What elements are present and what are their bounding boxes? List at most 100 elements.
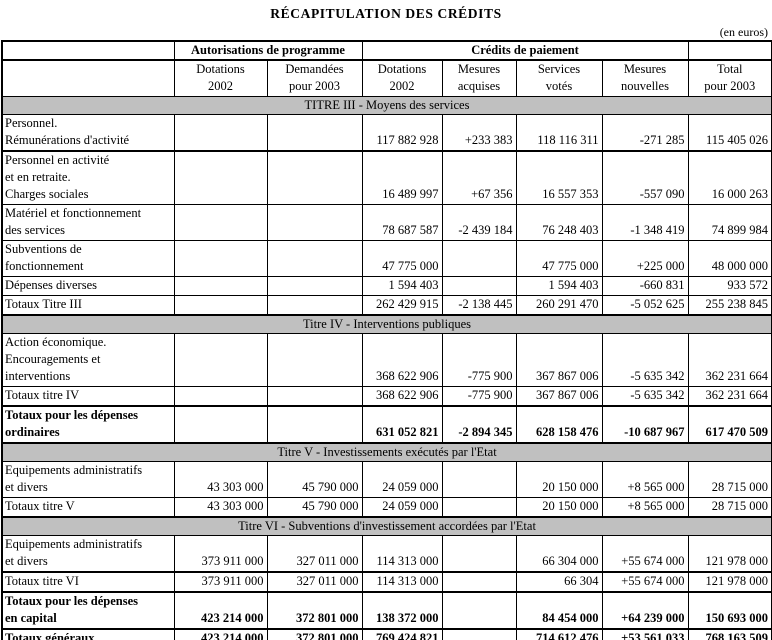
value-cell	[441, 496, 517, 518]
value-cell	[441, 628, 517, 640]
row-label: Totaux titre IV	[1, 385, 175, 407]
value-cell	[173, 405, 268, 444]
value-cell: 255 238 845	[687, 294, 772, 316]
value-cell: 16 000 263	[687, 150, 772, 205]
value-cell	[173, 150, 268, 205]
table-row: Totaux titre IV 368 622 906 -775 900 367 86…	[1, 385, 772, 407]
value-cell	[173, 239, 268, 277]
header-group-autorisations-programme: Autorisations de programme	[173, 40, 363, 61]
header-columns-row: Dotations 2002 Demandées pour 2003 Dotat…	[1, 59, 772, 97]
header-group-row: Autorisations de programme Crédits de pa…	[1, 40, 772, 61]
credits-recap-table: Autorisations de programme Crédits de pa…	[1, 40, 772, 640]
table-row: Totaux titre V 43 303 000 45 790 000 24 059…	[1, 496, 772, 518]
row-label: Equipements administratifs et divers	[1, 534, 175, 573]
value-cell	[266, 294, 363, 316]
value-cell: -775 900	[441, 385, 517, 407]
value-cell: 1 594 403	[361, 275, 443, 296]
value-cell: +8 565 000	[601, 496, 689, 518]
value-cell: 24 059 000	[361, 496, 443, 518]
value-cell: -10 687 967	[601, 405, 689, 444]
table-row: Equipements administratifs et divers 373 …	[1, 534, 772, 573]
section-header-label: Titre IV - Interventions publiques	[1, 314, 772, 334]
column-header-services-votes: Services votés	[515, 59, 603, 97]
value-cell: 117 882 928	[361, 113, 443, 152]
value-cell: 43 303 000	[173, 496, 268, 518]
value-cell: 933 572	[687, 275, 772, 296]
header-empty-corner	[1, 40, 175, 61]
section-header-label: TITRE III - Moyens des services	[1, 95, 772, 115]
value-cell: +55 674 000	[601, 571, 689, 593]
row-label: Totaux titre V	[1, 496, 175, 518]
header-empty-total	[687, 40, 772, 61]
value-cell: +55 674 000	[601, 534, 689, 573]
value-cell: 769 424 821	[361, 628, 443, 640]
row-label: Totaux titre VI	[1, 571, 175, 593]
value-cell	[173, 113, 268, 152]
value-cell: -2 138 445	[441, 294, 517, 316]
value-cell: 423 214 000	[173, 591, 268, 630]
value-cell: 327 011 000	[266, 534, 363, 573]
value-cell: 16 557 353	[515, 150, 603, 205]
value-cell: 631 052 821	[361, 405, 443, 444]
value-cell: 66 304 000	[515, 534, 603, 573]
table-row: Subventions de fonctionnement 47 775 000 4…	[1, 239, 772, 277]
value-cell: -5 052 625	[601, 294, 689, 316]
row-label: Totaux Titre III	[1, 294, 175, 316]
value-cell	[266, 203, 363, 241]
value-cell	[266, 150, 363, 205]
value-cell	[266, 113, 363, 152]
row-label: Subventions de fonctionnement	[1, 239, 175, 277]
value-cell: 48 000 000	[687, 239, 772, 277]
column-header-mesures-nouvelles: Mesures nouvelles	[601, 59, 689, 97]
value-cell: 121 978 000	[687, 534, 772, 573]
value-cell: -557 090	[601, 150, 689, 205]
value-cell: 262 429 915	[361, 294, 443, 316]
value-cell: 260 291 470	[515, 294, 603, 316]
value-cell: +67 356	[441, 150, 517, 205]
table-row: Totaux pour les dépenses en capital 423 2…	[1, 591, 772, 630]
value-cell: 368 622 906	[361, 332, 443, 387]
value-cell: 368 622 906	[361, 385, 443, 407]
table-row: Totaux titre VI 373 911 000 327 011 000 114…	[1, 571, 772, 593]
section-header-label: Titre VI - Subventions d'investissement …	[1, 516, 772, 536]
value-cell: -5 635 342	[601, 332, 689, 387]
value-cell: -2 439 184	[441, 203, 517, 241]
value-cell	[266, 405, 363, 444]
value-cell: 84 454 000	[515, 591, 603, 630]
value-cell	[441, 275, 517, 296]
value-cell: 78 687 587	[361, 203, 443, 241]
table-row: Personnel. Rémunérations d'activité 117 8…	[1, 113, 772, 152]
value-cell: 28 715 000	[687, 496, 772, 518]
table-row: Totaux pour les dépenses ordinaires 631 0…	[1, 405, 772, 444]
value-cell	[441, 591, 517, 630]
value-cell	[173, 294, 268, 316]
value-cell	[441, 460, 517, 498]
value-cell: +233 383	[441, 113, 517, 152]
value-cell: 714 612 476	[515, 628, 603, 640]
table-body: TITRE III - Moyens des services Personnel…	[1, 95, 772, 640]
value-cell: 150 693 000	[687, 591, 772, 630]
column-header-mesures-acquises: Mesures acquises	[441, 59, 517, 97]
value-cell: 43 303 000	[173, 460, 268, 498]
value-cell: 76 248 403	[515, 203, 603, 241]
value-cell: 115 405 026	[687, 113, 772, 152]
value-cell: 74 899 984	[687, 203, 772, 241]
value-cell: 114 313 000	[361, 534, 443, 573]
value-cell: +225 000	[601, 239, 689, 277]
value-cell	[266, 385, 363, 407]
value-cell: +53 561 033	[601, 628, 689, 640]
row-label: Personnel en activité et en retraite. Ch…	[1, 150, 175, 205]
value-cell: 768 163 509	[687, 628, 772, 640]
row-label: Totaux pour les dépenses en capital	[1, 591, 175, 630]
value-cell: 114 313 000	[361, 571, 443, 593]
value-cell: 1 594 403	[515, 275, 603, 296]
section-header-label: Titre V - Investissements exécutés par l…	[1, 442, 772, 462]
value-cell: 423 214 000	[173, 628, 268, 640]
value-cell: 118 116 311	[515, 113, 603, 152]
value-cell	[441, 571, 517, 593]
value-cell: +8 565 000	[601, 460, 689, 498]
value-cell: -5 635 342	[601, 385, 689, 407]
value-cell: 45 790 000	[266, 460, 363, 498]
value-cell: 66 304	[515, 571, 603, 593]
